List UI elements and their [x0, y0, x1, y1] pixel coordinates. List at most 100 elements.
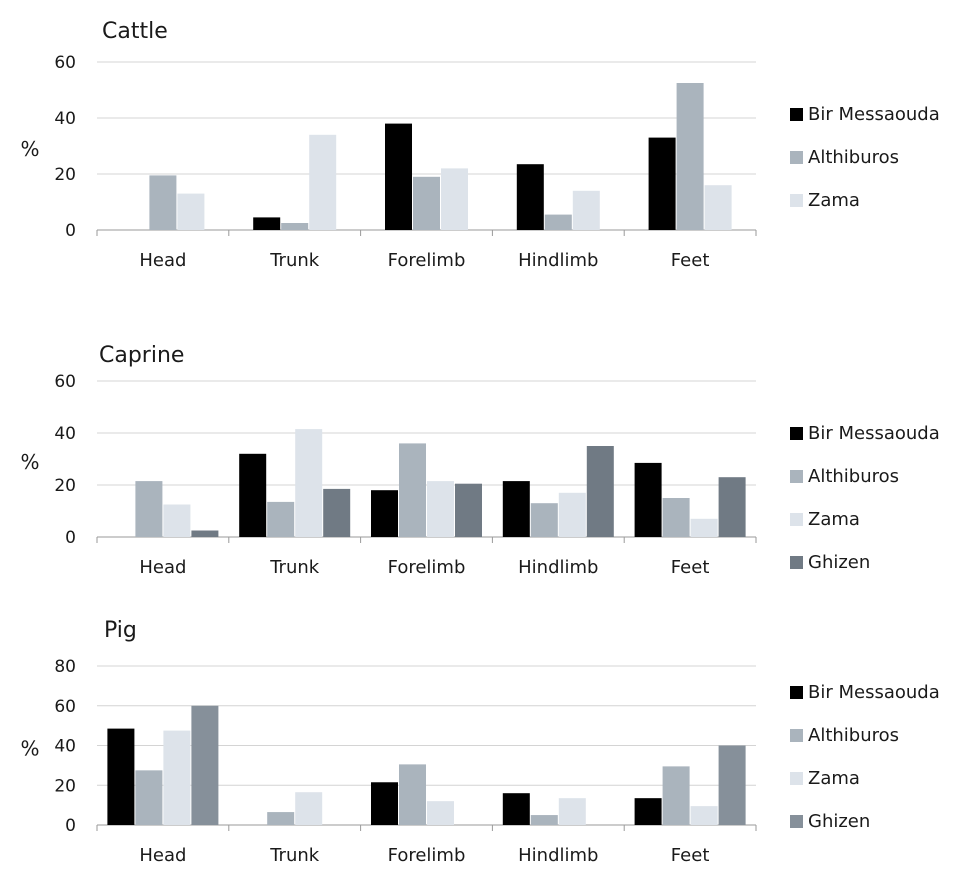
bar-feet-althiburos: [662, 498, 690, 537]
bar-forelimb-althiburos: [399, 443, 426, 537]
bar-head-zama: [177, 193, 205, 230]
bar-head-althiburos: [135, 770, 163, 825]
x-category-label: Forelimb: [388, 557, 466, 578]
bar-feet-zama: [690, 806, 718, 825]
x-category-label: Feet: [671, 557, 710, 578]
chart-title: Caprine: [99, 343, 184, 368]
bar-trunk-ghizen: [323, 488, 351, 537]
legend-label: Zama: [808, 768, 860, 789]
y-tick-label: 20: [54, 776, 76, 796]
bar-feet-zama: [690, 518, 718, 537]
legend-swatch: [790, 194, 803, 207]
legend-swatch: [790, 470, 803, 483]
bar-feet-bir-messaouda: [634, 798, 662, 825]
legend-label: Althiburos: [808, 466, 899, 487]
x-category-label: Forelimb: [388, 250, 466, 271]
y-tick-label: 40: [54, 109, 76, 129]
bar-trunk-althiburos: [267, 501, 295, 537]
legend-label: Bir Messaouda: [808, 104, 940, 125]
bar-forelimb-althiburos: [413, 176, 440, 230]
legend-swatch: [790, 108, 803, 121]
x-category-label: Forelimb: [388, 845, 466, 866]
y-tick-label: 40: [54, 424, 76, 444]
bar-head-zama: [163, 504, 191, 537]
y-tick-label: 20: [54, 165, 76, 185]
legend-label: Althiburos: [808, 725, 899, 746]
y-tick-label: 80: [54, 657, 76, 677]
legend-swatch: [790, 815, 803, 828]
bar-feet-ghizen: [718, 745, 746, 825]
legend-label: Bir Messaouda: [808, 682, 940, 703]
bar-trunk-althiburos: [281, 223, 309, 230]
legend-swatch: [790, 513, 803, 526]
y-tick-label: 0: [65, 528, 76, 548]
bar-forelimb-zama: [427, 481, 454, 537]
y-tick-label: 0: [65, 816, 76, 836]
bar-trunk-zama: [309, 134, 337, 230]
chart-panel-pig: Pig% 0 20 40 60 80 Head Trunk Forelimb Hindlimb Fe…: [20, 618, 939, 866]
y-axis-label: %: [20, 737, 39, 761]
bar-hindlimb-zama: [558, 492, 586, 537]
bar-forelimb-bir-messaouda: [371, 782, 398, 825]
x-category-label: Hindlimb: [518, 557, 598, 578]
bar-hindlimb-zama: [558, 798, 586, 825]
bar-hindlimb-bir-messaouda: [502, 481, 530, 537]
bar-head-althiburos: [135, 481, 163, 537]
bar-hindlimb-bir-messaouda: [516, 164, 544, 230]
legend-label: Zama: [808, 190, 860, 211]
legend-swatch: [790, 151, 803, 164]
bar-hindlimb-althiburos: [544, 214, 572, 230]
y-tick-label: 60: [54, 53, 76, 73]
chart-panel-cattle: Cattle% 0 20 40 60 Head Trunk Forelimb Hindlimb F…: [20, 19, 939, 271]
bar-hindlimb-ghizen: [586, 446, 614, 537]
bar-head-althiburos: [149, 175, 177, 230]
chart-panel-caprine: Caprine% 0 20 40 60 Head Trunk Forelimb Hindlimb…: [20, 343, 939, 578]
x-category-label: Head: [139, 250, 186, 271]
x-category-label: Hindlimb: [518, 250, 598, 271]
legend-label: Zama: [808, 509, 860, 530]
x-category-label: Head: [139, 557, 186, 578]
bar-feet-bir-messaouda: [634, 462, 662, 537]
legend-swatch: [790, 686, 803, 699]
legend-label: Bir Messaouda: [808, 423, 940, 444]
bar-hindlimb-althiburos: [530, 815, 558, 825]
y-tick-label: 20: [54, 476, 76, 496]
bar-forelimb-althiburos: [399, 764, 426, 825]
x-category-label: Feet: [671, 845, 710, 866]
bar-forelimb-bir-messaouda: [385, 123, 412, 230]
x-category-label: Hindlimb: [518, 845, 598, 866]
bar-feet-althiburos: [676, 83, 704, 230]
bar-trunk-zama: [295, 792, 323, 825]
x-category-label: Head: [139, 845, 186, 866]
bar-head-ghizen: [191, 705, 219, 825]
x-category-label: Trunk: [269, 250, 320, 271]
bar-trunk-zama: [295, 429, 323, 537]
bar-forelimb-zama: [441, 168, 468, 230]
bar-feet-ghizen: [718, 477, 746, 537]
y-tick-label: 0: [65, 221, 76, 241]
y-axis-label: %: [20, 450, 39, 474]
bar-feet-zama: [704, 185, 732, 230]
legend-swatch: [790, 556, 803, 569]
legend-label: Ghizen: [808, 811, 870, 832]
bar-feet-bir-messaouda: [648, 137, 676, 230]
legend-label: Ghizen: [808, 552, 870, 573]
bar-forelimb-zama: [427, 801, 454, 825]
bar-trunk-althiburos: [267, 812, 295, 825]
bar-hindlimb-bir-messaouda: [502, 793, 530, 825]
legend-swatch: [790, 729, 803, 742]
bar-head-bir-messaouda: [107, 728, 135, 825]
chart-title: Cattle: [102, 19, 168, 44]
y-tick-label: 60: [54, 697, 76, 717]
y-tick-label: 40: [54, 737, 76, 757]
x-category-label: Trunk: [269, 845, 320, 866]
chart-title: Pig: [104, 618, 137, 643]
bar-forelimb-bir-messaouda: [371, 490, 398, 537]
bar-head-ghizen: [191, 530, 219, 537]
x-category-label: Feet: [671, 250, 710, 271]
bar-trunk-bir-messaouda: [239, 453, 267, 537]
bar-forelimb-ghizen: [455, 483, 482, 537]
legend-label: Althiburos: [808, 147, 899, 168]
legend-swatch: [790, 427, 803, 440]
